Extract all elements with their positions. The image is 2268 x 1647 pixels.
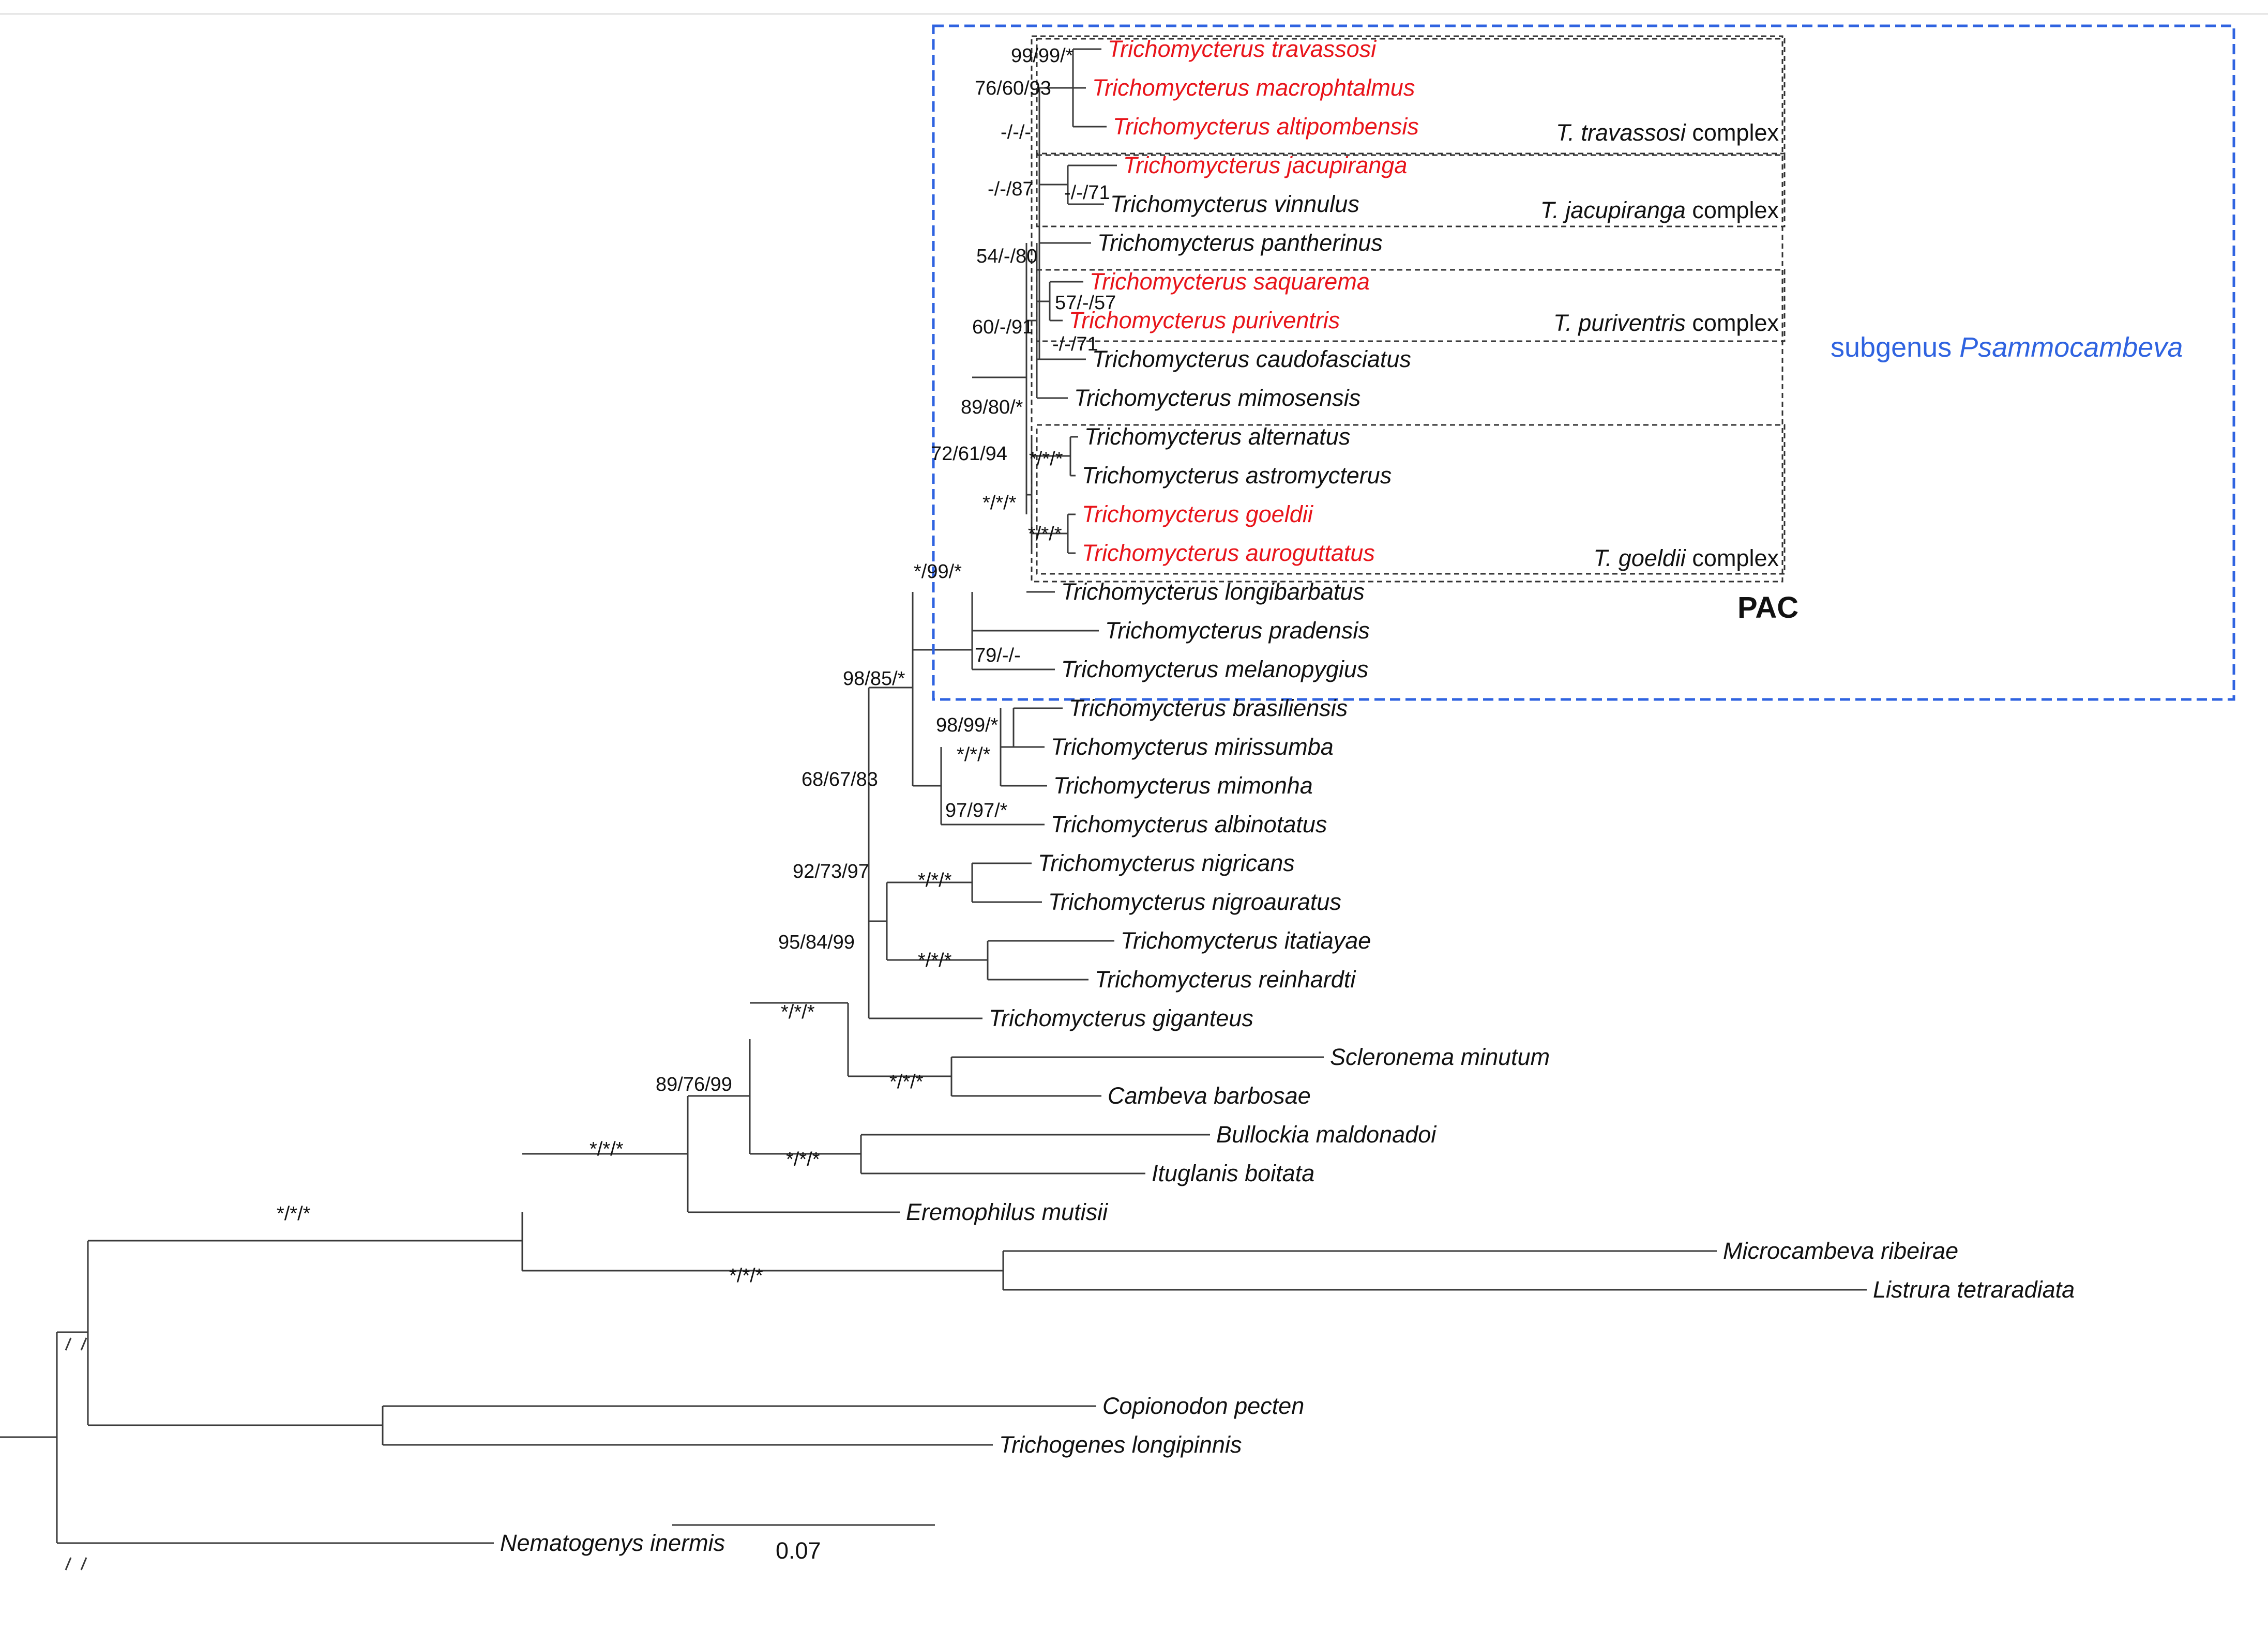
complex-box [1036, 154, 1786, 227]
tip-labels: Trichomycterus travassosi Trichomycterus … [500, 36, 2075, 1556]
taxon-eremophilus-mutisii: Eremophilus mutisii [906, 1199, 1109, 1225]
taxon-cambeva-barbosae: Cambeva barbosae [1108, 1082, 1311, 1109]
support-value: 99/99/* [1011, 45, 1073, 67]
support-value: 89/76/99 [656, 1074, 732, 1095]
taxon-microcambeva-ribeirae: Microcambeva ribeirae [1723, 1238, 1958, 1264]
support-value: 76/60/93 [975, 78, 1051, 99]
support-value: 98/85/* [843, 668, 905, 690]
taxon-trichomycterus-longibarbatus: Trichomycterus longibarbatus [1061, 578, 1365, 605]
taxon-trichomycterus-mirissumba: Trichomycterus mirissumba [1051, 734, 1334, 760]
support-value: 60/-/91 [972, 316, 1033, 338]
complex-label-goeldii: T. goeldii complex [1593, 545, 1779, 571]
pac-label: PAC [1737, 591, 1798, 624]
taxon-trichomycterus-pradensis: Trichomycterus pradensis [1105, 617, 1370, 644]
taxon-trichomycterus-melanopygius: Trichomycterus melanopygius [1061, 656, 1368, 682]
taxon-trichomycterus-astromycterus: Trichomycterus astromycterus [1082, 462, 1392, 489]
taxon-trichomycterus-pantherinus: Trichomycterus pantherinus [1097, 230, 1383, 256]
taxon-trichomycterus-albinotatus: Trichomycterus albinotatus [1051, 811, 1327, 837]
support-value: 68/67/83 [802, 769, 878, 790]
taxon-copionodon-pecten: Copionodon pecten [1102, 1393, 1304, 1419]
support-value: */*/* [277, 1203, 311, 1225]
support-value: 89/80/* [961, 396, 1023, 418]
taxon-trichomycterus-mimonha: Trichomycterus mimonha [1053, 772, 1313, 799]
pac-box [1031, 35, 1783, 583]
taxon-nematogenys-inermis: Nematogenys inermis [500, 1530, 725, 1556]
support-value: 79/-/- [975, 645, 1021, 666]
support-value: 92/73/97 [793, 861, 869, 882]
taxon-trichomycterus-jacupiranga: Trichomycterus jacupiranga [1123, 152, 1407, 178]
support-value: 97/97/* [945, 800, 1008, 821]
complex-label-jacupiranga: T. jacupiranga complex [1540, 197, 1779, 223]
support-value: */*/* [1028, 523, 1062, 545]
support-value: */*/* [786, 1149, 820, 1170]
taxon-trichomycterus-alternatus: Trichomycterus alternatus [1084, 423, 1350, 450]
break-mark [65, 1557, 72, 1570]
taxon-trichomycterus-nigricans: Trichomycterus nigricans [1038, 850, 1295, 876]
taxon-trichomycterus-mimosensis: Trichomycterus mimosensis [1074, 385, 1360, 411]
taxon-trichogenes-longipinnis: Trichogenes longipinnis [999, 1431, 1242, 1458]
complex-label-puriventris: T. puriventris complex [1553, 310, 1779, 336]
complex-box [1036, 424, 1786, 575]
support-value: */*/* [982, 492, 1017, 514]
taxon-ituglanis-boitata: Ituglanis boitata [1152, 1160, 1314, 1186]
taxon-trichomycterus-puriventris: Trichomycterus puriventris [1069, 307, 1340, 333]
taxon-trichomycterus-brasiliensis: Trichomycterus brasiliensis [1069, 695, 1348, 721]
subgenus-label: subgenus Psammocambeva [1831, 332, 2183, 363]
taxon-listrura-tetraradiata: Listrura tetraradiata [1873, 1276, 2075, 1303]
support-value: */*/* [729, 1265, 763, 1287]
taxon-scleronema-minutum: Scleronema minutum [1330, 1044, 1550, 1070]
support-value: -/-/87 [988, 178, 1034, 200]
clade-boxes [932, 24, 2235, 701]
taxon-trichomycterus-nigroauratus: Trichomycterus nigroauratus [1048, 889, 1341, 915]
complex-box [1036, 38, 1786, 155]
break-mark [65, 1337, 72, 1351]
support-value: */*/* [918, 950, 952, 971]
break-mark [80, 1337, 87, 1351]
support-value: 57/-/57 [1055, 292, 1116, 314]
support-value: */*/* [1029, 448, 1063, 470]
taxon-trichomycterus-giganteus: Trichomycterus giganteus [989, 1005, 1253, 1031]
subgenus-box [932, 24, 2235, 701]
taxon-trichomycterus-itatiayae: Trichomycterus itatiayae [1121, 927, 1371, 954]
taxon-trichomycterus-goeldii: Trichomycterus goeldii [1082, 501, 1314, 527]
taxon-trichomycterus-saquarema: Trichomycterus saquarema [1090, 268, 1370, 295]
support-value: */*/* [957, 744, 991, 766]
support-value: */*/* [781, 1001, 815, 1023]
support-value: 72/61/94 [931, 443, 1007, 465]
complex-box [1036, 269, 1786, 342]
support-value: -/-/71 [1052, 333, 1098, 355]
taxon-trichomycterus-macrophtalmus: Trichomycterus macrophtalmus [1092, 74, 1415, 101]
support-value: 54/-/80 [976, 246, 1037, 267]
taxon-trichomycterus-altipombensis: Trichomycterus altipombensis [1113, 113, 1419, 140]
support-value: */*/* [889, 1071, 924, 1093]
complex-labels: T. travassosi complex T. jacupiranga comp… [1540, 119, 1779, 571]
break-mark [80, 1557, 87, 1570]
taxon-trichomycterus-vinnulus: Trichomycterus vinnulus [1110, 191, 1359, 217]
support-value: */*/* [589, 1138, 624, 1160]
tree-branches [0, 48, 1867, 1570]
support-value: */*/* [918, 870, 952, 891]
support-value: */99/* [914, 561, 962, 583]
support-values: 99/99/* 76/60/93 -/-/- -/-/87 -/-/71 54/-/80 5… [277, 45, 1116, 1287]
support-value: -/-/- [1001, 121, 1031, 143]
taxon-bullockia-maldonadoi: Bullockia maldonadoi [1216, 1121, 1437, 1148]
support-value: 95/84/99 [778, 932, 855, 953]
complex-label-travassosi: T. travassosi complex [1556, 119, 1779, 146]
taxon-trichomycterus-caudofasciatus: Trichomycterus caudofasciatus [1092, 346, 1411, 372]
support-value: -/-/71 [1064, 182, 1110, 204]
support-value: 98/99/* [936, 714, 999, 736]
taxon-trichomycterus-travassosi: Trichomycterus travassosi [1108, 36, 1377, 62]
scale-bar-label: 0.07 [776, 1537, 821, 1564]
taxon-trichomycterus-reinhardti: Trichomycterus reinhardti [1095, 966, 1356, 993]
taxon-trichomycterus-auroguttatus: Trichomycterus auroguttatus [1082, 540, 1375, 566]
